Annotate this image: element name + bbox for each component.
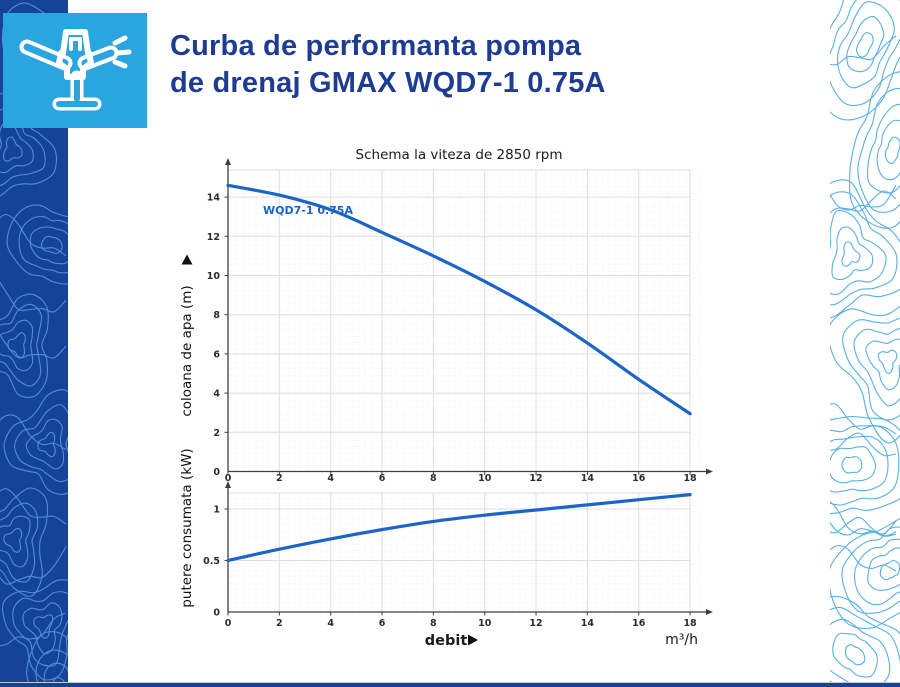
y-tick-label: 8	[213, 310, 220, 321]
x-tick-label: 8	[430, 473, 437, 484]
contour-lines	[830, 0, 900, 687]
x-tick-label: 6	[379, 618, 386, 629]
axes	[227, 165, 706, 473]
x-axis-label: debit	[425, 633, 468, 649]
y-tick-label: 6	[213, 349, 220, 360]
y-tick-label: 1	[213, 505, 220, 516]
y-tick-label: 0	[213, 608, 220, 619]
x-unit-label: m³/h	[665, 632, 698, 648]
page-title-line-2: de drenaj GMAX WQD7-1 0.75A	[170, 67, 606, 99]
x-tick-label: 12	[529, 618, 542, 629]
impact-sprinkler-icon	[19, 29, 132, 111]
x-tick-label: 12	[529, 473, 542, 484]
major-grid	[228, 169, 691, 472]
x-tick-label: 4	[327, 473, 334, 484]
right-contour-band	[830, 0, 900, 687]
page-title-line-1: Curba de performanta pompa	[170, 30, 582, 62]
y-axis-label: putere consumata (kW)	[179, 448, 195, 607]
up-arrow-icon	[181, 254, 193, 265]
x-tick-label: 2	[276, 473, 283, 484]
x-tick-label: 0	[225, 473, 232, 484]
y-axis-arrow-icon	[225, 481, 231, 488]
x-axis-arrow-icon	[706, 468, 713, 475]
tick-marks	[224, 196, 691, 475]
tick-marks	[224, 508, 691, 616]
x-tick-label: 14	[581, 473, 595, 484]
y-axis-label: coloana de apa (m)	[179, 285, 195, 416]
chart-title: Schema la viteza de 2850 rpm	[356, 147, 563, 163]
head-curve	[226, 183, 692, 416]
x-tick-label: 6	[379, 473, 386, 484]
y-tick-label: 4	[213, 389, 220, 400]
minor-grid	[228, 493, 700, 612]
chart-power: 0 2 4 6 8 10 12 14 16 18 0 0.5 1 putere consumata (kW…	[179, 448, 713, 649]
y-axis-arrow-icon	[225, 158, 231, 165]
bottom-bar	[0, 682, 900, 687]
y-tick-label: 0.5	[203, 556, 220, 567]
chart-head: 0 2 4 6 8 10 12 14 16 18 0 2 4 6 8 10 12 14 coloana de apa…	[179, 147, 713, 484]
x-tick-label: 0	[225, 618, 232, 629]
major-grid	[228, 492, 691, 612]
logo-tile	[3, 13, 147, 128]
x-axis-arrow-icon	[706, 609, 713, 615]
right-arrow-icon	[468, 634, 478, 646]
tick-labels: 0 2 4 6 8 10 12 14 16 18 0 0.5 1	[203, 505, 697, 630]
x-tick-label: 18	[683, 473, 697, 484]
y-tick-label: 0	[213, 467, 220, 478]
x-tick-label: 16	[632, 473, 646, 484]
y-tick-label: 12	[207, 232, 220, 243]
x-tick-label: 10	[478, 618, 492, 629]
y-tick-label: 10	[207, 271, 221, 282]
x-tick-label: 10	[478, 473, 492, 484]
x-tick-label: 4	[327, 618, 334, 629]
x-tick-label: 18	[683, 618, 697, 629]
series-label: WQD7-1 0.75A	[263, 204, 353, 217]
page-title: Curba de performanta pompa de drenaj GMA…	[170, 28, 606, 102]
y-tick-label: 14	[207, 193, 221, 204]
power-curve	[226, 493, 692, 563]
x-tick-label: 16	[632, 618, 646, 629]
y-tick-label: 2	[213, 428, 220, 439]
x-tick-label: 2	[276, 618, 283, 629]
minor-grid	[228, 170, 700, 472]
x-tick-label: 8	[430, 618, 437, 629]
tick-labels: 0 2 4 6 8 10 12 14 16 18 0 2 4 6 8 10 12 14	[207, 193, 697, 484]
x-tick-label: 14	[581, 618, 595, 629]
